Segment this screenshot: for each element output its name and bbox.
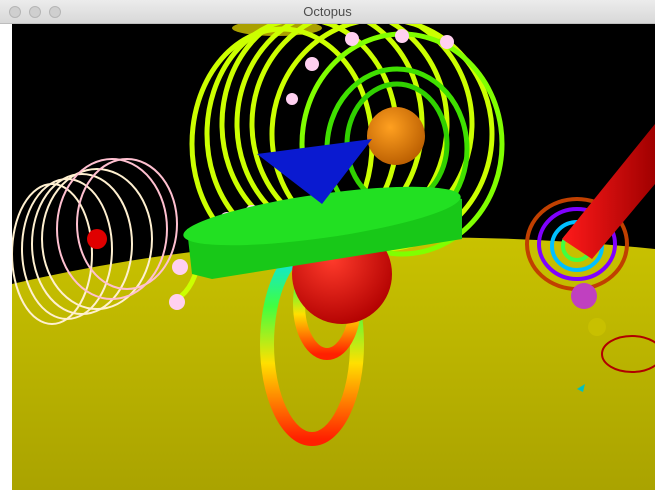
gear-top	[183, 186, 461, 246]
orange-sphere	[367, 107, 425, 165]
window-title: Octopus	[303, 4, 352, 19]
cone-small	[577, 384, 585, 392]
red-cylinder	[562, 124, 655, 259]
close-button[interactable]	[9, 6, 21, 18]
minimize-button[interactable]	[29, 6, 41, 18]
small-sphere	[588, 318, 606, 336]
wire-spiral	[12, 158, 178, 325]
sphere	[87, 229, 107, 249]
wire-small	[601, 335, 655, 373]
3d-scene	[12, 24, 655, 490]
zoom-button[interactable]	[49, 6, 61, 18]
title-bar: Octopus	[0, 0, 655, 24]
purple-sphere	[571, 283, 597, 309]
blue-cone	[257, 139, 372, 204]
